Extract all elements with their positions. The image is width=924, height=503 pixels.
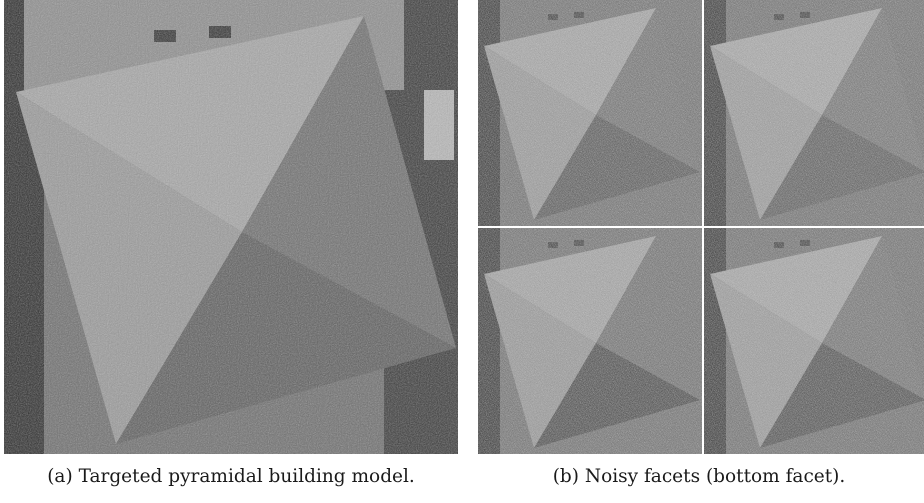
roof-image-main <box>4 0 458 454</box>
noisy-roof-graphic-4 <box>704 228 924 454</box>
caption-a-text: Targeted pyramidal building model. <box>78 466 415 487</box>
noisy-roof-image-3 <box>478 228 702 454</box>
noisy-roof-image-4 <box>704 228 924 454</box>
caption-a: (a) Targeted pyramidal building model. <box>0 466 462 487</box>
noisy-roof-image-2 <box>704 0 924 226</box>
noisy-roof-graphic-2 <box>704 0 924 226</box>
caption-b-label: (b) <box>552 466 579 487</box>
noisy-roof-graphic-3 <box>478 228 702 454</box>
caption-a-label: (a) <box>47 466 73 487</box>
noisy-roof-image-1 <box>478 0 702 226</box>
caption-b-text: Noisy facets (bottom facet). <box>584 466 846 487</box>
noisy-roof-graphic-1 <box>478 0 702 226</box>
caption-b: (b) Noisy facets (bottom facet). <box>474 466 924 487</box>
pyramidal-roof-graphic <box>4 0 458 454</box>
